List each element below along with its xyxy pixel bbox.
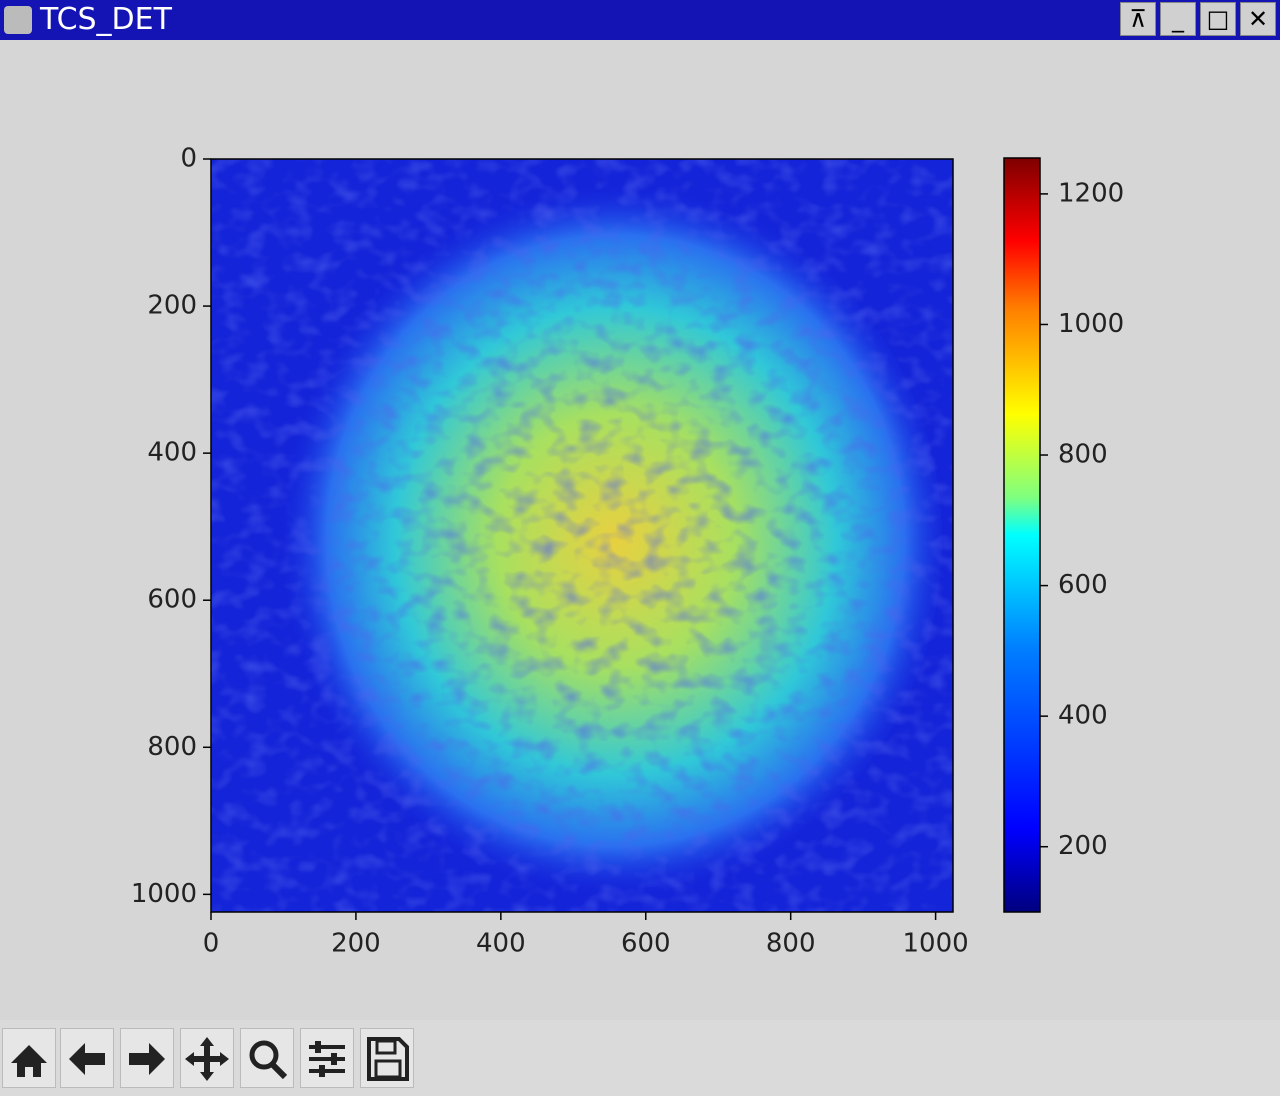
toolbar (0, 1020, 1280, 1096)
y-tick-label: 0 (180, 144, 197, 174)
title-bar: TCS_DET ⊼ _ □ ✕ (0, 0, 1280, 40)
home-button[interactable] (2, 1028, 56, 1088)
axes-frame (210, 158, 954, 913)
y-tick-label: 200 (147, 291, 197, 321)
app-icon (4, 6, 32, 34)
x-tick-label: 1000 (903, 929, 969, 959)
x-tick-label: 800 (766, 929, 816, 959)
x-tick-label: 200 (331, 929, 381, 959)
colorbar-tick-label: 600 (1058, 570, 1108, 600)
x-tick-label: 400 (476, 929, 526, 959)
x-tick-label: 600 (621, 929, 671, 959)
window-title: TCS_DET (40, 2, 172, 37)
y-tick-label: 400 (147, 438, 197, 468)
save-button[interactable] (360, 1028, 414, 1088)
close-button[interactable]: ✕ (1240, 2, 1276, 36)
maximize-button[interactable]: □ (1200, 2, 1236, 36)
y-tick-label: 1000 (131, 879, 197, 909)
configure-button[interactable] (300, 1028, 354, 1088)
colorbar-tick-label: 1000 (1058, 309, 1124, 339)
colorbar-tick-label: 800 (1058, 440, 1108, 470)
figure: 0 200 400 600 800 100002004006008001000200400… (131, 144, 1124, 959)
zoom-button[interactable] (240, 1028, 294, 1088)
y-tick-label: 600 (147, 585, 197, 615)
x-tick-label: 0 (203, 929, 220, 959)
colorbar-tick-label: 400 (1058, 701, 1108, 731)
y-tick-label: 800 (147, 732, 197, 762)
colorbar-tick-label: 1200 (1058, 178, 1124, 208)
colorbar-tick-label: 200 (1058, 831, 1108, 861)
minimize-button[interactable]: _ (1160, 2, 1196, 36)
pan-button[interactable] (180, 1028, 234, 1088)
back-button[interactable] (60, 1028, 114, 1088)
pin-button[interactable]: ⊼ (1120, 2, 1156, 36)
colorbar (1003, 157, 1041, 913)
image-speckle (211, 159, 953, 912)
forward-button[interactable] (120, 1028, 174, 1088)
